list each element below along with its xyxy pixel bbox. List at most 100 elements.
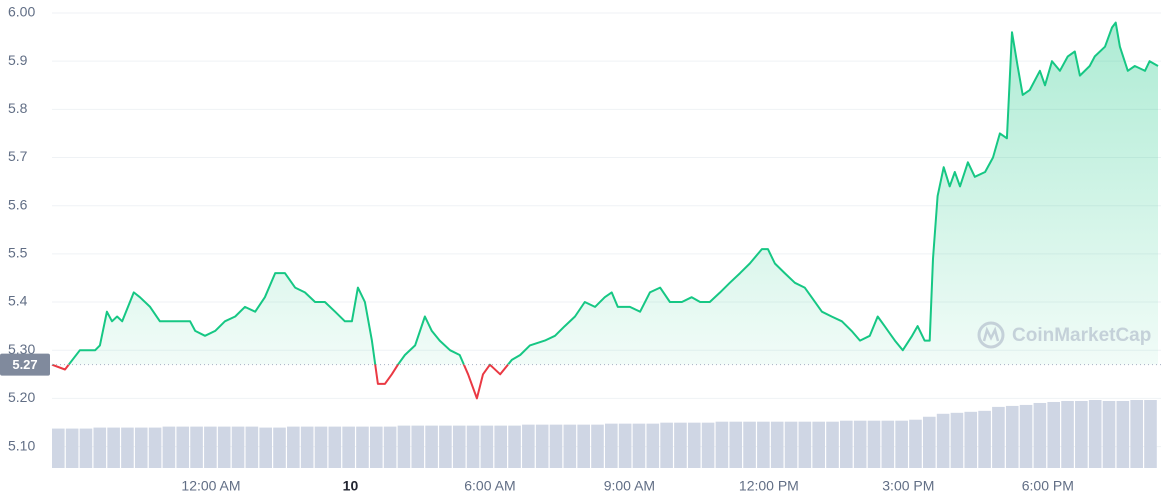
volume-bar (1047, 401, 1061, 468)
x-tick-label: 3:00 PM (882, 478, 934, 494)
volume-bar (300, 426, 314, 468)
y-tick-label: 5.20 (8, 389, 35, 405)
volume-bar (121, 427, 134, 468)
volume-bar (549, 424, 563, 468)
volume-bar (535, 424, 549, 468)
volume-bar (480, 425, 494, 468)
volume-bar (65, 428, 79, 468)
volume-bar (605, 423, 618, 468)
volume-bar (411, 425, 425, 468)
volume-bar (867, 420, 881, 468)
volume-bar (494, 425, 508, 468)
volume-bar (591, 424, 604, 468)
volume-bar (1061, 400, 1074, 468)
y-tick-label: 5.7 (8, 148, 28, 164)
volume-bar (950, 412, 964, 468)
volume-bar (784, 421, 798, 468)
volume-bar (369, 426, 383, 468)
price-line (51, 21, 1159, 400)
volume-bar (798, 421, 812, 468)
volume-bar (853, 420, 867, 468)
volume-bar (508, 425, 521, 468)
price-area (68, 22, 1158, 365)
volume-bar (176, 426, 190, 468)
volume-bar (909, 419, 922, 468)
volume-bar (978, 410, 991, 468)
volume-bar (922, 416, 936, 468)
y-tick-label: 5.4 (8, 293, 28, 309)
volume-bar (356, 426, 369, 468)
volume-bar (107, 427, 120, 468)
y-tick-label: 6.00 (8, 4, 35, 20)
volume-bar (840, 420, 853, 468)
volume-bar (1130, 400, 1143, 468)
volume-bar (729, 421, 743, 468)
volume-bar (881, 420, 895, 468)
volume-bar (1005, 405, 1019, 468)
volume-bar (632, 423, 646, 468)
volume-bar (328, 426, 342, 468)
volume-bar (1019, 404, 1033, 468)
volume-bar (273, 427, 286, 468)
volume-bar (245, 426, 259, 468)
volume-bar (1088, 400, 1102, 468)
volume-bar (660, 422, 673, 468)
volume-bar (715, 421, 729, 468)
baseline-label-box (0, 353, 50, 376)
y-tick-label: 5.9 (8, 52, 28, 68)
volume-bar (466, 425, 480, 468)
x-tick-label: 10 (343, 478, 359, 494)
x-tick-label: 6:00 AM (464, 478, 515, 494)
volume-bar (52, 428, 65, 468)
volume-bar (674, 422, 687, 468)
x-tick-label: 12:00 PM (739, 478, 799, 494)
volume-bar (757, 421, 770, 468)
volume-bar (93, 427, 107, 468)
x-tick-label: 9:00 AM (604, 478, 655, 494)
volume-bar (1144, 400, 1157, 468)
volume-bar (895, 420, 908, 468)
volume-bar (618, 423, 632, 468)
volume-bar (743, 421, 756, 468)
volume-bar (1075, 400, 1088, 468)
volume-bar (287, 426, 300, 468)
volume-bar (314, 426, 328, 468)
x-tick-label: 12:00 AM (181, 478, 240, 494)
y-tick-label: 5.10 (8, 437, 35, 453)
volume-bar (1116, 400, 1130, 468)
y-tick-label: 5.6 (8, 196, 28, 212)
baseline-label: 5.27 (12, 357, 37, 372)
watermark-text: CoinMarketCap (1012, 325, 1151, 346)
volume-bar (217, 426, 231, 468)
y-tick-label: 5.8 (8, 100, 28, 116)
volume-bar (134, 427, 148, 468)
volume-bar (231, 426, 245, 468)
volume-bar (439, 425, 452, 468)
y-tick-label: 5.5 (8, 245, 28, 261)
volume-bar (425, 425, 438, 468)
volume-bar (383, 426, 397, 468)
volume-bar (79, 428, 93, 468)
volume-bar (204, 426, 217, 468)
volume-bar (826, 421, 839, 468)
volume-bar (812, 421, 825, 468)
volume-bar (563, 424, 577, 468)
volume-bar (936, 413, 950, 468)
volume-bar (162, 426, 176, 468)
y-tick-label: 5.30 (8, 341, 35, 357)
volume-bar (342, 426, 355, 468)
volume-bar (701, 422, 715, 468)
volume-bar (1033, 402, 1047, 468)
volume-bar (1102, 400, 1116, 468)
volume-bar (964, 411, 978, 468)
volume-bar (577, 424, 590, 468)
volume-bar (148, 427, 162, 468)
volume-bar (992, 406, 1005, 468)
volume-bar (259, 427, 272, 468)
volume-bar (687, 422, 701, 468)
volume-bar (522, 424, 535, 468)
volume-bar (397, 425, 411, 468)
volume-bar (646, 423, 660, 468)
